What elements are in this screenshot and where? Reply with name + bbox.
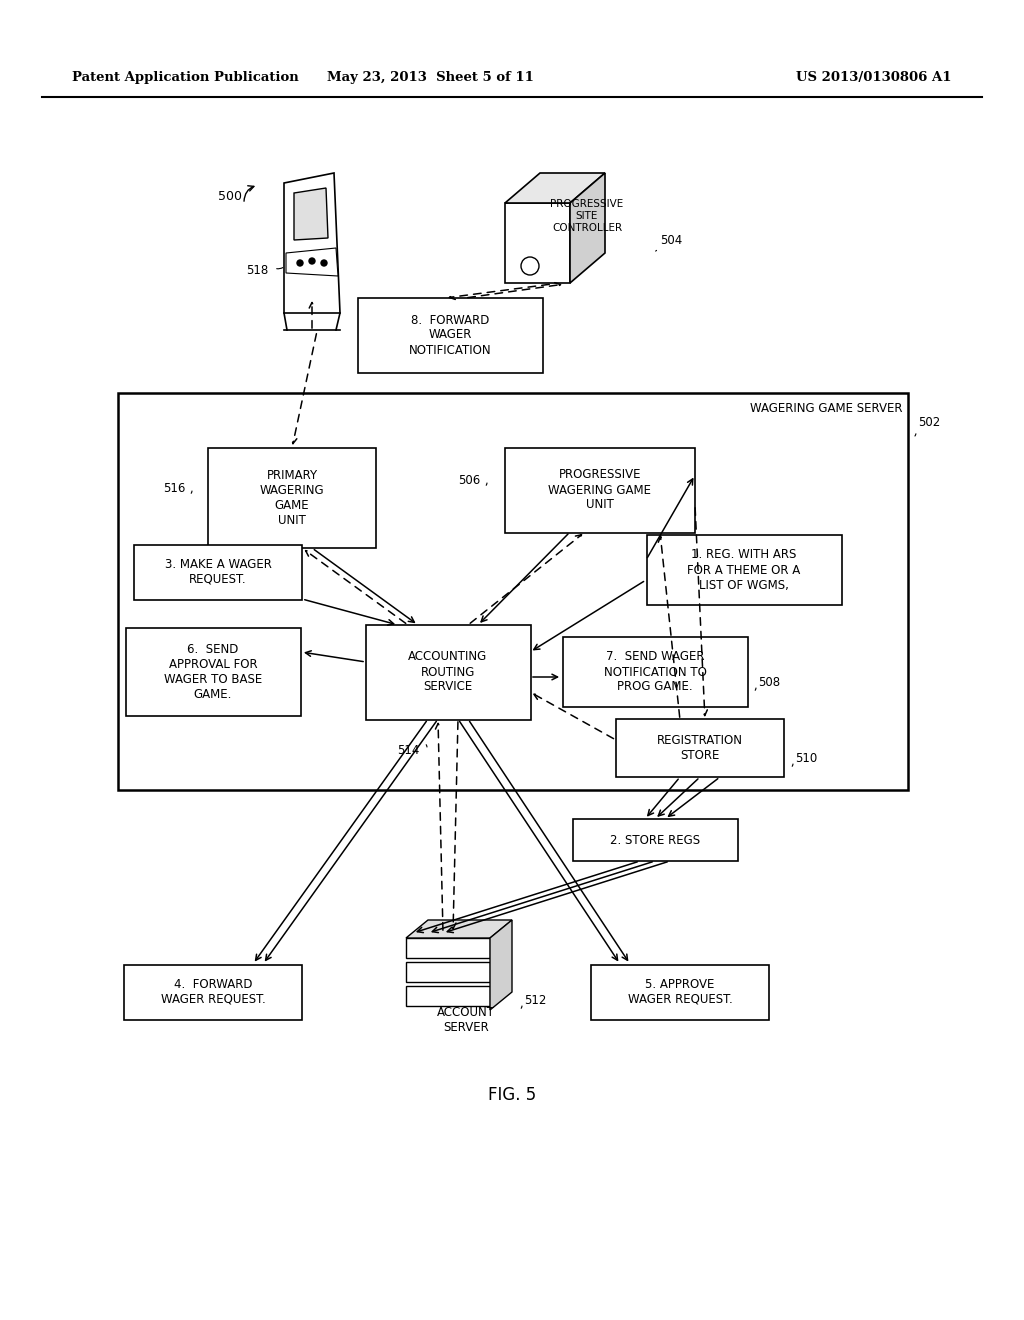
Text: 502: 502 — [918, 417, 940, 429]
Bar — [366, 624, 530, 719]
Text: Patent Application Publication: Patent Application Publication — [72, 71, 299, 84]
Text: 506: 506 — [458, 474, 480, 487]
Circle shape — [321, 260, 327, 267]
Bar — [646, 535, 842, 605]
Text: 3. MAKE A WAGER
REQUEST.: 3. MAKE A WAGER REQUEST. — [165, 558, 271, 586]
Text: 2. STORE REGS: 2. STORE REGS — [610, 833, 700, 846]
Text: 518: 518 — [246, 264, 268, 276]
Polygon shape — [490, 920, 512, 1010]
Text: ACCOUNT
SERVER: ACCOUNT SERVER — [437, 1006, 495, 1034]
Polygon shape — [570, 173, 605, 282]
Bar — [562, 638, 748, 708]
Polygon shape — [286, 248, 338, 276]
Text: 504: 504 — [660, 234, 682, 247]
Bar — [406, 962, 490, 982]
Bar — [208, 447, 376, 548]
Circle shape — [309, 257, 315, 264]
Text: 4.  FORWARD
WAGER REQUEST.: 4. FORWARD WAGER REQUEST. — [161, 978, 265, 1006]
Text: 510: 510 — [795, 751, 817, 764]
Text: WAGERING GAME SERVER: WAGERING GAME SERVER — [750, 403, 902, 416]
Bar — [134, 544, 302, 599]
Text: REGISTRATION
STORE: REGISTRATION STORE — [657, 734, 743, 762]
Bar — [124, 965, 302, 1019]
Bar — [591, 965, 769, 1019]
Bar — [406, 939, 490, 958]
Bar — [118, 393, 908, 789]
Text: 8.  FORWARD
WAGER
NOTIFICATION: 8. FORWARD WAGER NOTIFICATION — [409, 314, 492, 356]
Polygon shape — [294, 187, 328, 240]
Text: 500: 500 — [218, 190, 242, 203]
Polygon shape — [406, 920, 512, 939]
Text: ACCOUNTING
ROUTING
SERVICE: ACCOUNTING ROUTING SERVICE — [409, 651, 487, 693]
Bar — [126, 628, 300, 715]
Text: PROGRESSIVE
SITE
CONTROLLER: PROGRESSIVE SITE CONTROLLER — [550, 199, 624, 232]
Bar — [357, 297, 543, 372]
Text: 7.  SEND WAGER
NOTIFICATION TO
PROG GAME.: 7. SEND WAGER NOTIFICATION TO PROG GAME. — [603, 651, 707, 693]
Polygon shape — [284, 173, 340, 313]
Bar — [616, 719, 784, 777]
Text: 508: 508 — [758, 676, 780, 689]
Polygon shape — [505, 173, 605, 203]
Text: FIG. 5: FIG. 5 — [487, 1086, 537, 1104]
Text: PROGRESSIVE
WAGERING GAME
UNIT: PROGRESSIVE WAGERING GAME UNIT — [549, 469, 651, 511]
Text: 512: 512 — [524, 994, 547, 1006]
Text: May 23, 2013  Sheet 5 of 11: May 23, 2013 Sheet 5 of 11 — [327, 71, 534, 84]
Bar — [505, 447, 695, 532]
Text: PRIMARY
WAGERING
GAME
UNIT: PRIMARY WAGERING GAME UNIT — [260, 469, 325, 527]
Bar — [406, 986, 490, 1006]
Text: 6.  SEND
APPROVAL FOR
WAGER TO BASE
GAME.: 6. SEND APPROVAL FOR WAGER TO BASE GAME. — [164, 643, 262, 701]
Circle shape — [297, 260, 303, 267]
Text: 5. APPROVE
WAGER REQUEST.: 5. APPROVE WAGER REQUEST. — [628, 978, 732, 1006]
Polygon shape — [505, 203, 570, 282]
Text: 516: 516 — [163, 482, 185, 495]
Bar — [572, 818, 737, 861]
Text: 1. REG. WITH ARS
FOR A THEME OR A
LIST OF WGMS,: 1. REG. WITH ARS FOR A THEME OR A LIST O… — [687, 549, 801, 591]
Text: US 2013/0130806 A1: US 2013/0130806 A1 — [797, 71, 952, 84]
Text: 514: 514 — [397, 743, 420, 756]
